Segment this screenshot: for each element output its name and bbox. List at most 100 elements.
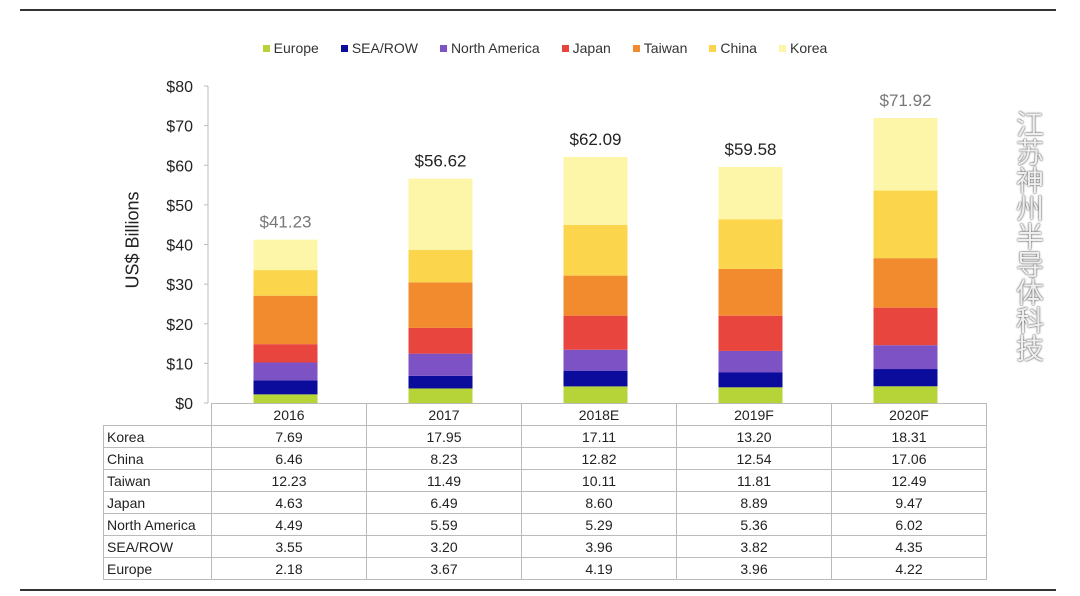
table-cell: 12.82 — [521, 447, 677, 470]
bar-segment-korea — [873, 118, 938, 191]
table-cell: 11.81 — [676, 469, 832, 492]
row-label: Europe — [103, 557, 212, 580]
table-row: Taiwan 12.23 11.49 10.11 11.81 12.49 — [103, 469, 987, 492]
table-cell: 4.49 — [211, 513, 367, 536]
table-row: SEA/ROW 3.55 3.20 3.96 3.82 4.35 — [103, 535, 987, 558]
table-cell: 7.69 — [211, 425, 367, 448]
bar-segment-china — [718, 219, 783, 269]
bar-segment-europe — [563, 386, 628, 403]
table-cell: 9.47 — [831, 491, 987, 514]
table-cell: 4.63 — [211, 491, 367, 514]
legend-item: China — [709, 40, 757, 56]
table-cell: 8.89 — [676, 491, 832, 514]
y-tick-label: $20 — [166, 317, 193, 334]
bar-segment-korea — [253, 239, 318, 271]
table-cell: 5.36 — [676, 513, 832, 536]
table-cell: 2.18 — [211, 557, 367, 580]
bar-segment-korea — [408, 178, 473, 250]
bar-segment-china — [873, 190, 938, 259]
column-header: 2018E — [521, 403, 677, 426]
y-tick-label: $10 — [166, 356, 193, 373]
legend-label: China — [720, 40, 757, 56]
bar-segment-japan — [873, 307, 938, 346]
table-cell: 6.46 — [211, 447, 367, 470]
table-cell: 12.54 — [676, 447, 832, 470]
legend-label: SEA/ROW — [351, 40, 418, 56]
bar-segment-japan — [718, 315, 783, 351]
table-row: China 6.46 8.23 12.82 12.54 17.06 — [103, 447, 987, 470]
table-cell: 3.96 — [676, 557, 832, 580]
table-row: North America 4.49 5.59 5.29 5.36 6.02 — [103, 513, 987, 536]
total-label: $41.23 — [260, 213, 312, 232]
table-cell: 5.29 — [521, 513, 677, 536]
data-table: 2016 2017 2018E 2019F 2020F Korea 7.69 17.95 17.… — [103, 403, 987, 580]
table-cell: 3.96 — [521, 535, 677, 558]
bar-segment-north-america — [563, 349, 628, 371]
y-tick-label: $60 — [166, 158, 193, 175]
legend-swatch — [778, 44, 786, 52]
table-cell: 17.06 — [831, 447, 987, 470]
legend: Europe SEA/ROW North America Japan Taiwan Chi… — [0, 40, 1080, 56]
table-cell: 4.35 — [831, 535, 987, 558]
bar-segment-korea — [563, 157, 628, 225]
y-tick-label: $50 — [166, 198, 193, 215]
legend-swatch — [632, 44, 640, 52]
bar-segment-japan — [408, 327, 473, 354]
watermark: 江苏神州半导体科技 — [1012, 110, 1045, 362]
bar-segment-sea-row — [718, 372, 783, 388]
bar-segment-sea-row — [873, 369, 938, 387]
legend-swatch — [262, 44, 270, 52]
table-cell: 4.22 — [831, 557, 987, 580]
y-tick-label: $30 — [166, 277, 193, 294]
table-cell: 3.82 — [676, 535, 832, 558]
column-header: 2019F — [676, 403, 832, 426]
bar-segment-europe — [408, 388, 473, 403]
column-header: 2017 — [366, 403, 522, 426]
total-label: $71.92 — [880, 91, 932, 110]
bar-segment-taiwan — [408, 282, 473, 328]
table-cell: 8.60 — [521, 491, 677, 514]
total-label: $56.62 — [415, 152, 467, 171]
bar-segment-sea-row — [563, 370, 628, 387]
bar-segment-sea-row — [408, 375, 473, 389]
legend-item: Japan — [561, 40, 611, 56]
row-label: Taiwan — [103, 469, 212, 492]
y-tick-label: $70 — [166, 119, 193, 136]
row-label: Japan — [103, 491, 212, 514]
column-header: 2020F — [831, 403, 987, 426]
bar-segment-europe — [253, 394, 318, 403]
bar-segment-taiwan — [563, 275, 628, 316]
legend-swatch — [561, 44, 569, 52]
table-cell: 6.02 — [831, 513, 987, 536]
total-label: $62.09 — [570, 130, 622, 149]
bar-segment-sea-row — [253, 380, 318, 395]
bottom-rule — [20, 589, 1056, 591]
bar-segment-china — [563, 224, 628, 276]
legend-label: Japan — [572, 40, 611, 56]
table-cell: 11.49 — [366, 469, 522, 492]
bar-segment-korea — [718, 166, 783, 220]
table-cell: 8.23 — [366, 447, 522, 470]
legend-label: Taiwan — [643, 40, 688, 56]
legend-item: Taiwan — [632, 40, 688, 56]
bar-segment-north-america — [408, 353, 473, 376]
table-cell: 12.23 — [211, 469, 367, 492]
table-row: Japan 4.63 6.49 8.60 8.89 9.47 — [103, 491, 987, 514]
y-tick-label: $40 — [166, 238, 193, 255]
legend-swatch — [340, 44, 348, 52]
table-cell: 17.11 — [521, 425, 677, 448]
column-header: 2016 — [211, 403, 367, 426]
legend-label: Korea — [789, 40, 828, 56]
table-cell: 4.19 — [521, 557, 677, 580]
bar-segment-europe — [873, 386, 938, 403]
table-cell: 6.49 — [366, 491, 522, 514]
legend-item: Europe — [262, 40, 319, 56]
bar-segment-taiwan — [253, 295, 318, 345]
legend-label: Europe — [273, 40, 319, 56]
legend-item: SEA/ROW — [340, 40, 418, 56]
table-header-row: 2016 2017 2018E 2019F 2020F — [103, 403, 987, 426]
table-corner — [103, 403, 212, 426]
table-row: Korea 7.69 17.95 17.11 13.20 18.31 — [103, 425, 987, 448]
